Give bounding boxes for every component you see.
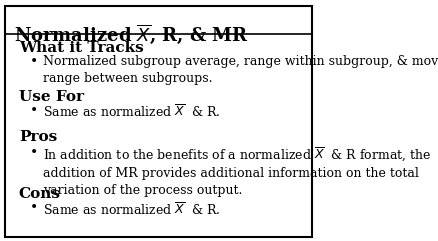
Text: •: •	[30, 55, 38, 69]
Text: What it Tracks: What it Tracks	[19, 41, 143, 55]
Text: Same as normalized $\overline{X}$  & R.: Same as normalized $\overline{X}$ & R.	[42, 104, 220, 120]
Text: In addition to the benefits of a normalized $\overline{X}$  & R format, the
addi: In addition to the benefits of a normali…	[42, 146, 430, 197]
Text: Cons: Cons	[19, 187, 61, 201]
Text: Normalized subgroup average, range within subgroup, & moving
range between subgr: Normalized subgroup average, range withi…	[42, 55, 438, 85]
Text: Pros: Pros	[19, 130, 57, 144]
Text: Normalized $\overline{X}$, R, & MR: Normalized $\overline{X}$, R, & MR	[14, 23, 248, 46]
FancyBboxPatch shape	[4, 6, 311, 237]
Text: Use For: Use For	[19, 89, 84, 104]
Text: •: •	[30, 146, 38, 160]
Text: •: •	[30, 201, 38, 215]
Text: Same as normalized $\overline{X}$  & R.: Same as normalized $\overline{X}$ & R.	[42, 201, 220, 218]
Text: •: •	[30, 104, 38, 118]
